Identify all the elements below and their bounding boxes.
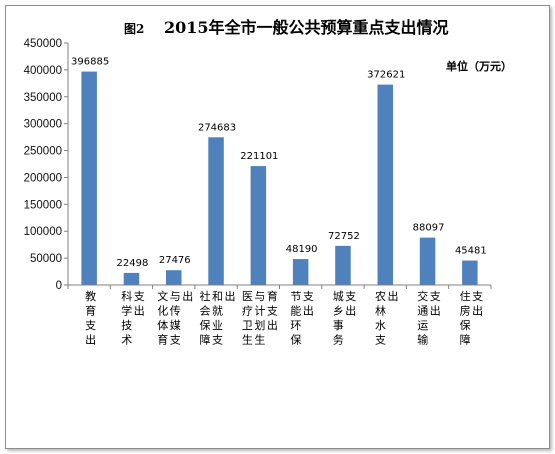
y-tick-label: 450000	[24, 38, 62, 50]
x-tick-label: 城乡事务支出	[333, 290, 357, 347]
x-tick-label: 医疗卫生与计划生育支出	[242, 289, 278, 347]
data-label: 274683	[198, 122, 236, 133]
bar	[419, 237, 436, 285]
bars	[81, 71, 478, 286]
data-label: 372621	[367, 70, 405, 81]
y-tick-label: 350000	[24, 92, 62, 104]
bar	[208, 137, 224, 285]
y-tick-label: 0	[56, 280, 62, 292]
data-label: 88097	[413, 223, 445, 234]
x-tick-label: 节能环保支出	[290, 290, 314, 347]
x-tick-label: 农林水支出	[375, 289, 399, 347]
bar	[123, 272, 140, 285]
x-tick-label: 教育支出	[85, 290, 96, 347]
x-tick-label: 文化体育与传媒支出	[157, 289, 193, 347]
bar	[377, 84, 393, 286]
chart-frame: 图2 2015年全市一般公共预算重点支出情况 单位（万元） 0 50000 1000…	[5, 5, 550, 449]
bar	[335, 245, 351, 285]
y-tick-label: 250000	[24, 146, 62, 158]
data-label: 27476	[159, 255, 191, 266]
unit-label: 单位（万元）	[446, 59, 512, 73]
data-label: 45481	[455, 246, 487, 257]
x-tick-label: 社会保障和就业支出	[200, 289, 236, 347]
x-tick-label: 科学技术支出	[121, 289, 145, 347]
data-labels: 396885 22498 27476 274683 221101 48190 72752 37…	[71, 57, 487, 269]
y-tick-label: 300000	[24, 119, 62, 131]
y-axis: 0 50000 100000 150000 200000 250000 300000 3500…	[24, 38, 69, 292]
data-label: 48190	[286, 244, 318, 255]
chart-title: 2015年全市一般公共预算重点支出情况	[164, 18, 449, 37]
bar-chart: 图2 2015年全市一般公共预算重点支出情况 单位（万元） 0 50000 1000…	[24, 18, 512, 347]
bar	[250, 166, 267, 285]
x-tick-label: 住房保障支出	[460, 289, 484, 347]
y-tick-label: 150000	[24, 199, 62, 211]
bar	[462, 260, 478, 285]
x-tick-label: 交通运输支出	[417, 289, 441, 347]
y-tick-label: 50000	[30, 253, 62, 265]
data-label: 396885	[71, 57, 109, 68]
data-label: 221101	[240, 151, 278, 162]
data-label: 72752	[328, 231, 360, 242]
y-tick-label: 400000	[24, 65, 62, 77]
y-tick-label: 200000	[24, 172, 62, 184]
bar	[292, 259, 309, 285]
figure-label: 图2	[124, 22, 144, 36]
y-tick-label: 100000	[24, 226, 62, 238]
bar	[81, 71, 97, 286]
bar	[166, 270, 182, 285]
data-label: 22498	[117, 258, 149, 269]
